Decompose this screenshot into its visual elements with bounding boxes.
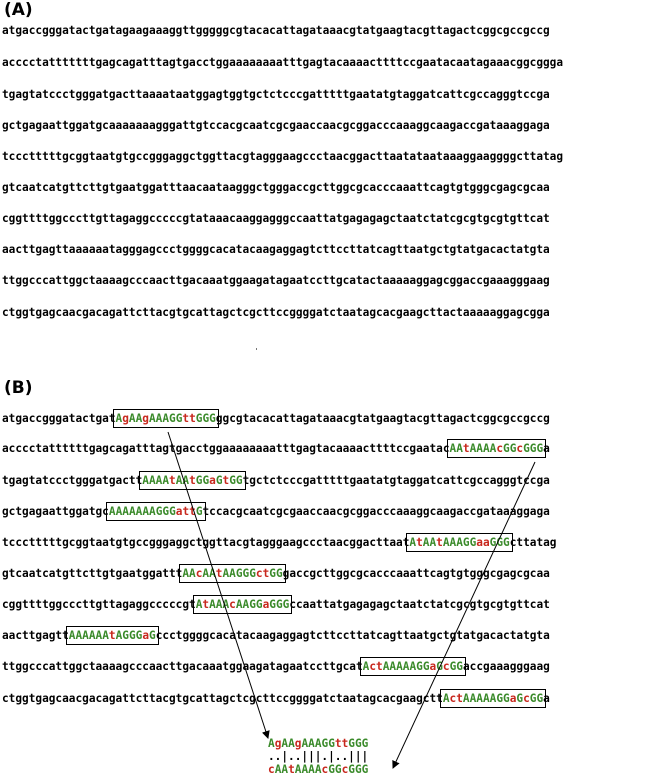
alignment-bottom: cAAtAAAAcGGcGGG bbox=[268, 763, 369, 776]
seq-line-b: gctgagaattggatgcAAAAAAAGGGattGtccacgcaat… bbox=[2, 502, 550, 521]
motif-highlight: AAcAAtAAGGGctGG bbox=[179, 564, 286, 583]
seq-line-b: gtcaatcatgttcttgtgaatggatttAAcAAtAAGGGct… bbox=[2, 564, 550, 583]
seq-line-b: atgaccgggatactgatAgAAgAAAGGttGGGggcgtaca… bbox=[2, 409, 550, 428]
seq-line-a: cggttttggcccttgttagaggcccccgtataaacaagga… bbox=[2, 212, 550, 225]
alignment-match: ..|..|||.|..||| bbox=[268, 750, 368, 764]
seq-line-a: tgagtatccctgggatgacttaaaataatggagtggtgct… bbox=[2, 88, 550, 101]
panel-b-label: (B) bbox=[4, 378, 33, 398]
arrow-to-bottom-motif bbox=[392, 461, 536, 769]
divider-mark bbox=[256, 348, 257, 350]
seq-line-a: aacttgagttaaaaaatagggagccctggggcacatacaa… bbox=[2, 243, 550, 256]
seq-line-a: acccctatttttttgagcagatttagtgacctggaaaaaa… bbox=[2, 56, 564, 69]
motif-highlight: AAAAAAAGGGattG bbox=[105, 502, 206, 521]
panel-a-label: (A) bbox=[4, 0, 33, 20]
seq-line-b: tccctttttgcggtaatgtgccgggaggctggttacgtag… bbox=[2, 533, 557, 552]
motif-highlight: AAAAAAtAGGGaG bbox=[65, 626, 159, 645]
seq-line-b: cggttttggcccttgttagaggcccccgtAtAAAcAAGGa… bbox=[2, 595, 550, 614]
seq-line-a: tccctttttgcggtaatgtgccgggaggctggttacgtag… bbox=[2, 150, 564, 163]
motif-highlight: AAtAAAAcGGcGGG bbox=[446, 439, 547, 458]
seq-line-b: acccctattttttgagcagatttagtgacctggaaaaaaa… bbox=[2, 439, 550, 458]
alignment-top: AgAAgAAAGGttGGG bbox=[268, 737, 369, 750]
seq-line-b: ctggtgagcaacgacagattcttacgtgcattagctcgct… bbox=[2, 689, 550, 708]
seq-line-a: ctggtgagcaacgacagattcttacgtgcattagctcgct… bbox=[2, 306, 550, 319]
seq-line-a: atgaccgggatactgatagaagaaaggttgggggcgtaca… bbox=[2, 24, 550, 37]
motif-highlight: ActAAAAAGGaGcGG bbox=[359, 657, 466, 676]
seq-line-b: tgagtatccctgggatgacttAAAAtAAtGGaGtGGtgct… bbox=[2, 471, 550, 490]
seq-line-a: gtcaatcatgttcttgtgaatggatttaacaataagggct… bbox=[2, 181, 550, 194]
seq-line-b: ttggcccattggctaaaagcccaacttgacaaatggaaga… bbox=[2, 657, 550, 676]
motif-highlight: ActAAAAAGGaGcGG bbox=[439, 689, 547, 708]
motif-highlight: AAAAtAAtGGaGtGG bbox=[139, 471, 246, 490]
seq-line-a: gctgagaattggatgcaaaaaaagggattgtccacgcaat… bbox=[2, 119, 550, 132]
arrow-to-top-motif bbox=[167, 431, 270, 739]
match-string: ..|..|||.|..||| bbox=[268, 750, 369, 763]
seq-line-b: aacttgagttAAAAAAtAGGGaGccctggggcacatacaa… bbox=[2, 626, 550, 645]
seq-line-a: ttggcccattggctaaaagcccaacttgacaaatggaaga… bbox=[2, 274, 550, 287]
motif-highlight: AgAAgAAAGGttGGG bbox=[112, 409, 219, 428]
motif-highlight: AtAAtAAAGGaaGGG bbox=[406, 533, 513, 552]
motif-highlight: AtAAAcAAGGaGGG bbox=[192, 595, 293, 614]
